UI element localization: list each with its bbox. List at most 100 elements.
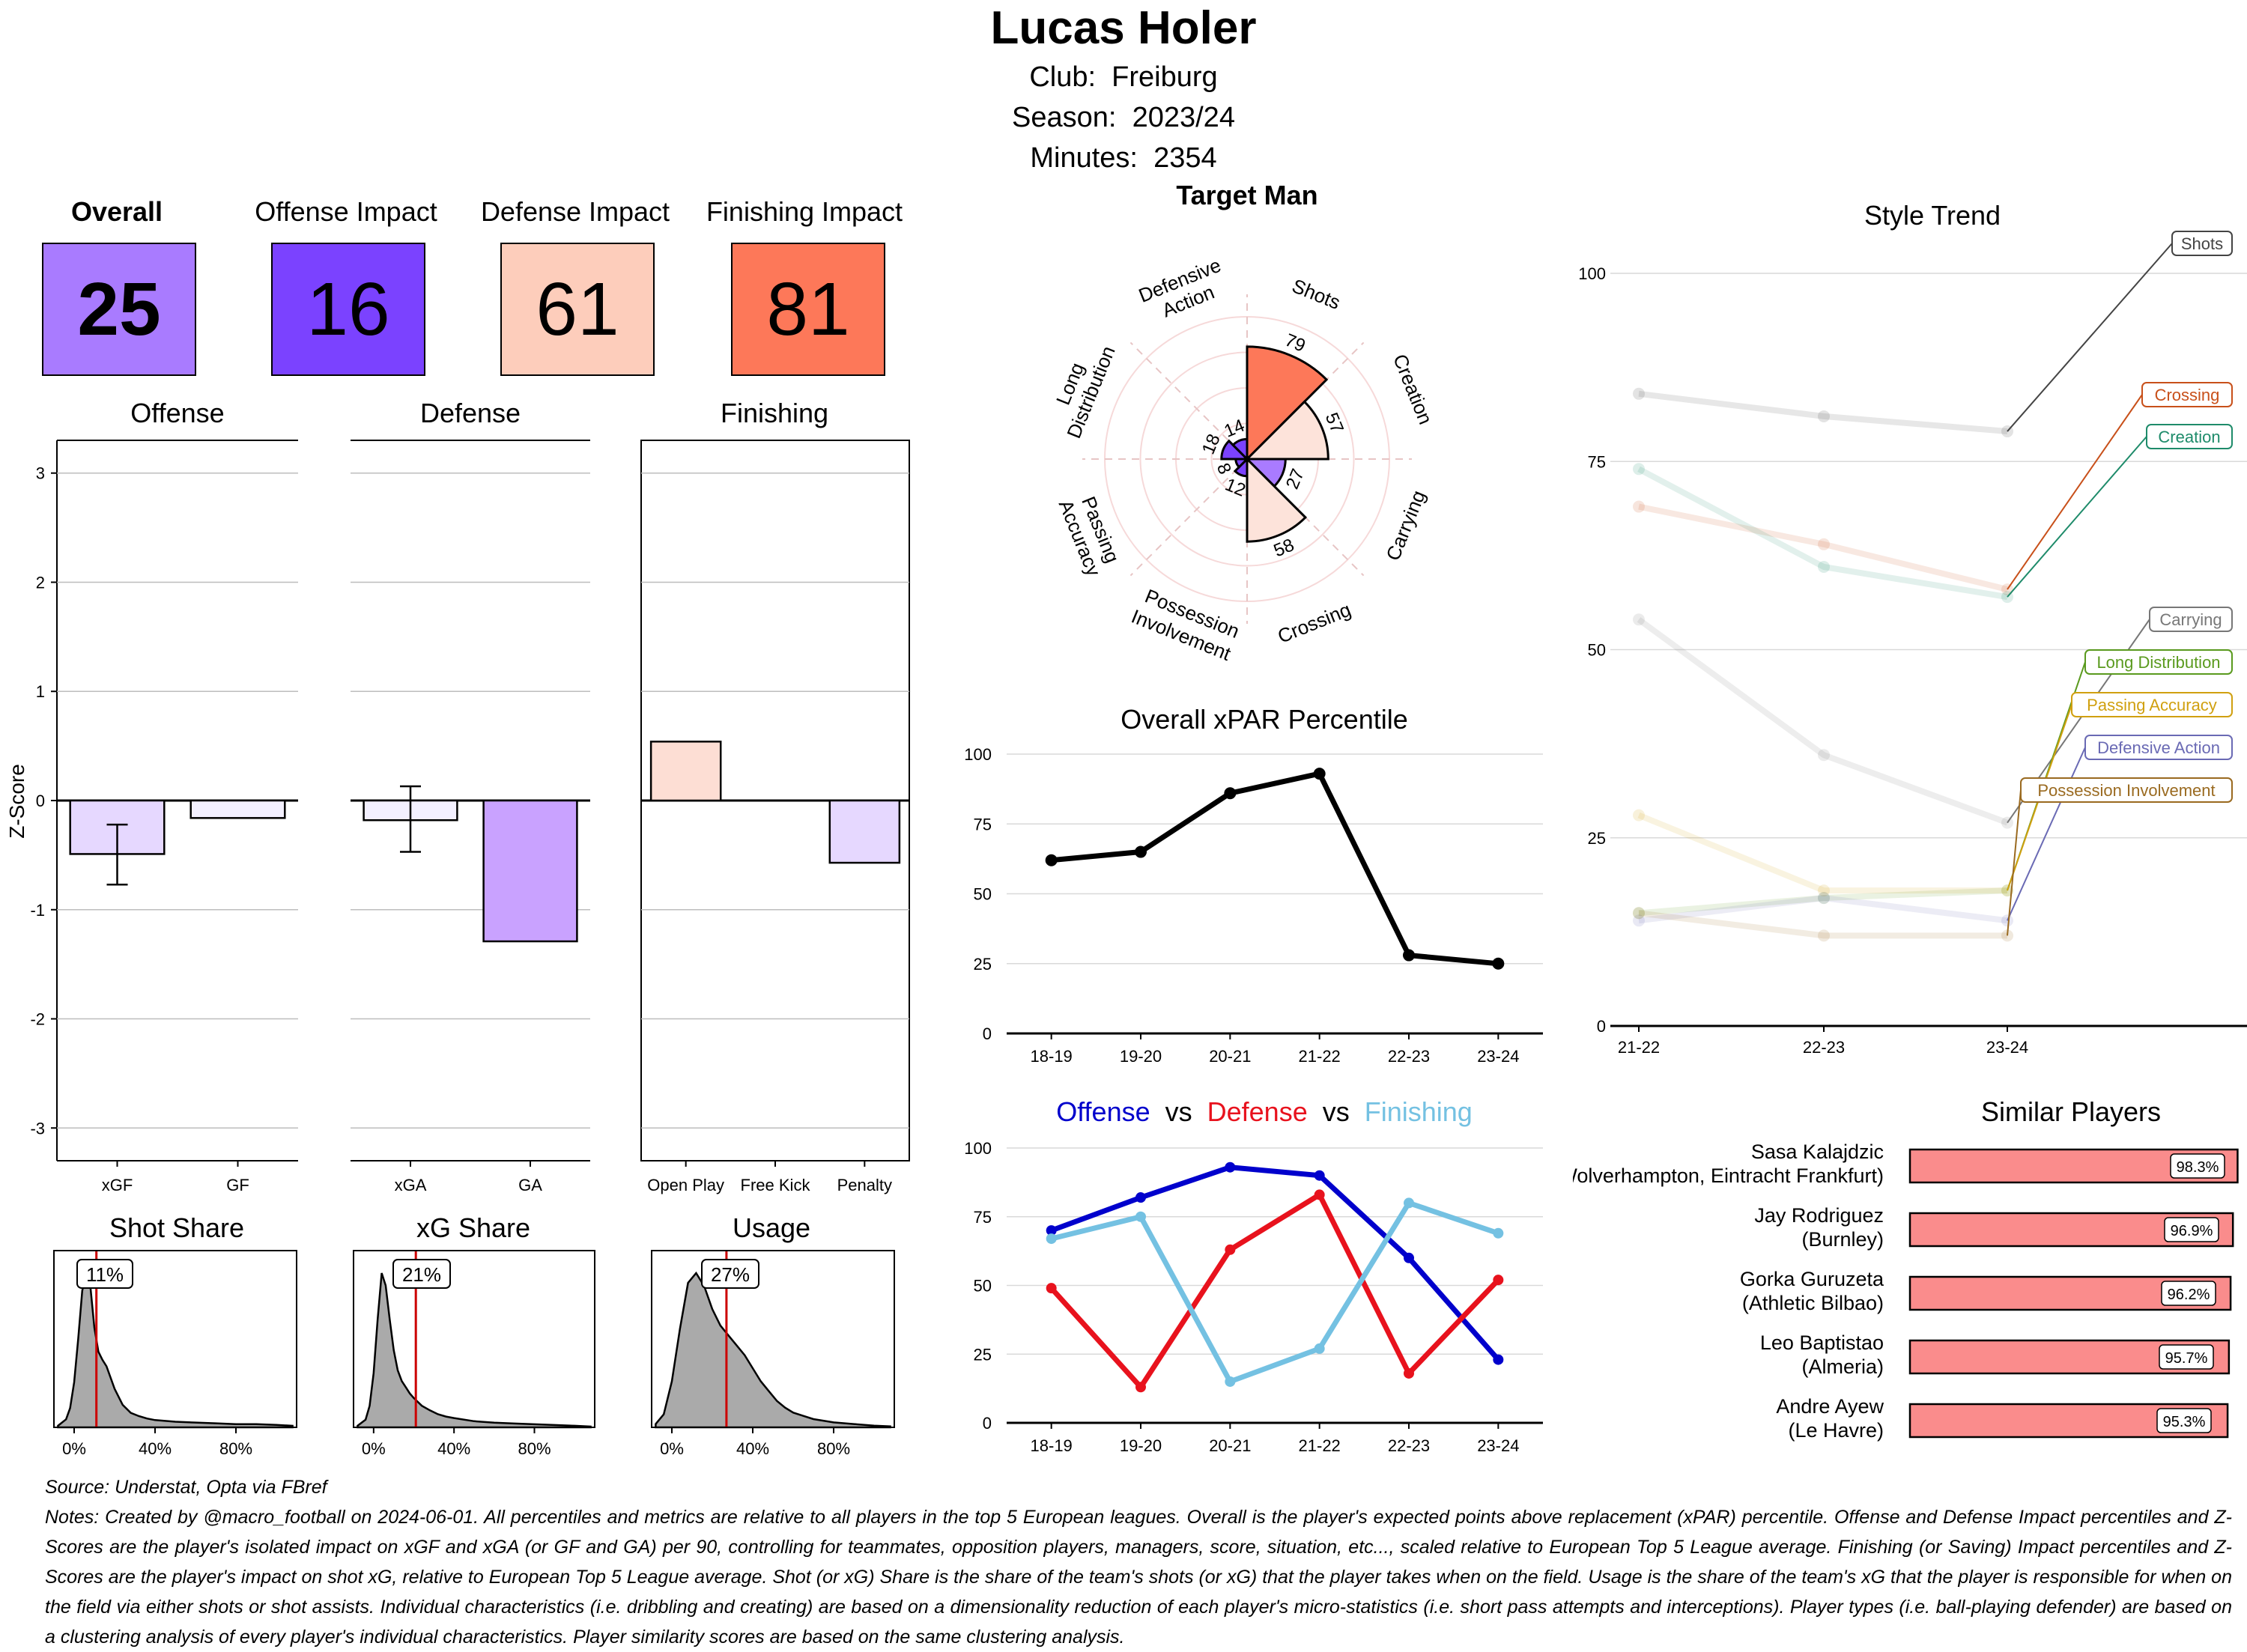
trend-point (2001, 914, 2013, 927)
trend-label-passing-accuracy: Passing Accuracy (2087, 696, 2217, 714)
kpi-title-finishing: Finishing Impact (706, 196, 903, 227)
line-xtick-label: 18-19 (1031, 1047, 1073, 1066)
density-title-shot-share: Shot Share (109, 1212, 244, 1243)
trend-label-crossing: Crossing (2155, 386, 2220, 404)
radar-label-carrying: Carrying (1381, 487, 1430, 563)
density-xtick-label: 0% (62, 1439, 86, 1458)
trend-series-creation (1637, 466, 2008, 601)
similar-score-5: 95.3% (2156, 1408, 2212, 1433)
similar-club-1: (Wolverhampton, Eintracht Frankfurt) (1573, 1164, 1884, 1187)
season-value: 2023/24 (1132, 102, 1235, 133)
trend-point (1818, 749, 1830, 762)
density-title-xg-share: xG Share (416, 1212, 530, 1243)
line-point-overall (1135, 845, 1147, 858)
similar-name-5: Andre Ayew (1776, 1395, 1884, 1418)
trend-point (1633, 914, 1645, 927)
trend-label-creation: Creation (2158, 428, 2220, 446)
ovd-chart: Offense vs Defense vs Finishing 0 25 50 75 100 18… (964, 1096, 1543, 1455)
trend-series-carrying (1637, 617, 2009, 826)
zscore-title-finishing: Finishing (721, 398, 828, 428)
density-charts: Shot Share xG Share Usage 0% 40% 80% 0% 40% 8… (53, 1212, 895, 1458)
density-xtick-label: 0% (362, 1439, 386, 1458)
radar-label-crossing: Crossing (1274, 598, 1353, 648)
trend-leader-line (2007, 436, 2147, 598)
radar-label-defensive-action: Defensive Action (1135, 254, 1224, 322)
line-xtick-label: 19-20 (1120, 1436, 1162, 1455)
zscore-xtick-label: Open Play (647, 1176, 724, 1194)
density-label-text: 27% (711, 1263, 750, 1286)
similar-score-text: 96.9% (2171, 1223, 2213, 1239)
zscore-ytick-label: 2 (36, 573, 45, 592)
line-point-defense (1225, 1244, 1236, 1255)
line-point-defense (1135, 1382, 1146, 1393)
similar-score-4: 95.7% (2159, 1344, 2214, 1370)
density-xtick-label: 80% (219, 1439, 252, 1458)
trend-series-crossing (1638, 503, 2008, 592)
zscore-ytick-label: -2 (30, 1010, 45, 1029)
radar-grid-spoke (1129, 458, 1248, 577)
line-point-overall (1313, 768, 1326, 780)
density-label-box (76, 1259, 133, 1289)
line-ytick-label: 25 (974, 1345, 992, 1364)
trend-ytick-label: 100 (1578, 264, 1606, 283)
trend-ytick-label: 25 (1588, 829, 1606, 848)
trend-xtick-label: 23-24 (1986, 1038, 2028, 1057)
radar-bar-long-distribution (1220, 439, 1250, 461)
similar-name-2: Jay Rodriguez (1754, 1204, 1884, 1227)
density-area-2 (655, 1271, 891, 1429)
zscore-ytick-label: -1 (30, 901, 45, 920)
similar-score-text: 96.2% (2168, 1287, 2210, 1303)
minutes-line: Minutes: 2354 (749, 138, 1498, 178)
line-point-finishing (1404, 1197, 1414, 1209)
ovd-title-defense: Defense (1207, 1096, 1308, 1127)
similar-score-text: 95.3% (2163, 1414, 2206, 1430)
line-point-overall (1045, 854, 1058, 866)
similar-club-4: (Almeria) (1801, 1355, 1884, 1378)
radar-bar-shots (1246, 345, 1329, 462)
similar-score-box (2164, 1217, 2219, 1242)
line-ytick-label: 25 (974, 955, 992, 974)
similar-score-box (2170, 1153, 2225, 1179)
trend-series-possession-involvement (1638, 910, 2007, 939)
density-area-0 (57, 1269, 294, 1429)
kpi-title-defense: Defense Impact (480, 196, 670, 227)
zscore-ytick-label: -3 (30, 1119, 45, 1138)
zscore-bar-gf (189, 799, 286, 819)
line-series-overall (1051, 771, 1499, 967)
line-ytick-label: 75 (974, 1208, 992, 1227)
line-xtick-label: 23-24 (1477, 1047, 1519, 1066)
ovd-title-vs1: vs (1165, 1096, 1192, 1127)
line-ytick-label: 0 (983, 1024, 992, 1043)
similar-score-box (2156, 1408, 2212, 1433)
trend-ytick-label: 75 (1588, 452, 1606, 471)
trend-point (1633, 809, 1645, 822)
zscore-title-offense: Offense (130, 398, 224, 428)
ovd-title-offense: Offense (1056, 1096, 1150, 1127)
trend-series-long-distribution (1638, 887, 2008, 917)
trend-label-box (2171, 231, 2233, 256)
line-ytick-label: 75 (974, 815, 992, 833)
trend-point (1633, 613, 1645, 626)
trend-point (1633, 463, 1645, 476)
line-xtick-label: 23-24 (1477, 1436, 1519, 1455)
similar-score-3: 96.2% (2161, 1281, 2216, 1306)
kpi-box-offense: 16 (271, 243, 425, 376)
zscore-xtick-label: xGA (395, 1176, 427, 1194)
trend-point (1818, 884, 1830, 897)
density-frame (651, 1250, 895, 1428)
density-xtick-label: 40% (736, 1439, 769, 1458)
trend-point (1818, 410, 1830, 422)
trend-label-box (2084, 649, 2233, 675)
radar-label-creation: Creation (1389, 350, 1437, 427)
trend-label-possession-involvement: Possession Involvement (2037, 781, 2215, 800)
line-point-offense (1225, 1161, 1236, 1173)
similar-club-5: (Le Havre) (1788, 1419, 1884, 1442)
trend-label-defensive-action: Defensive Action (2097, 738, 2220, 757)
similar-name-4: Leo Baptistao (1760, 1331, 1884, 1354)
line-point-defense (1046, 1283, 1057, 1294)
radar-value-label: 79 (1282, 330, 1309, 356)
similar-score-box (2161, 1281, 2216, 1306)
line-ytick-label: 100 (964, 745, 992, 764)
line-ytick-label: 50 (974, 885, 992, 904)
